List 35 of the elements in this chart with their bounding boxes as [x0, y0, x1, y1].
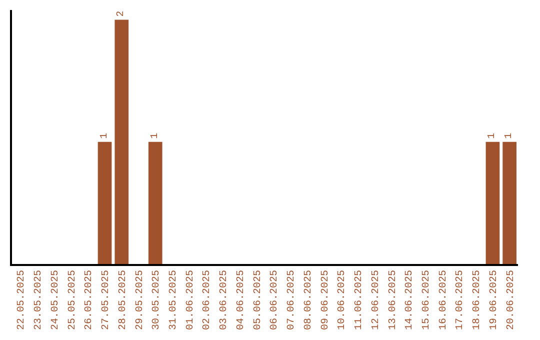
data-label: 1	[150, 132, 161, 139]
x-tick-label: 29.05.2025	[134, 270, 146, 330]
x-tick-label: 27.05.2025	[101, 270, 112, 330]
x-tick-label: 24.05.2025	[50, 270, 62, 330]
x-tick-label: 16.06.2025	[438, 270, 450, 330]
x-tick-label: 22.05.2025	[16, 270, 28, 330]
x-tick-label: 09.06.2025	[320, 270, 332, 330]
x-tick-label: 10.06.2025	[337, 270, 348, 330]
x-tick-label: 28.05.2025	[118, 270, 129, 330]
x-tick-label: 11.06.2025	[354, 270, 366, 330]
data-label: 2	[116, 10, 128, 17]
x-tick-label: 25.05.2025	[67, 270, 78, 330]
x-tick-label: 13.06.2025	[388, 270, 399, 330]
x-tick-label: 04.06.2025	[236, 270, 247, 330]
data-label: 1	[487, 132, 498, 139]
x-tick-label: 31.05.2025	[168, 270, 180, 330]
x-tick-label: 18.06.2025	[472, 270, 484, 330]
x-tick-label: 26.05.2025	[84, 270, 96, 330]
x-tick-label: 01.06.2025	[185, 270, 196, 330]
x-tick-label: 19.06.2025	[488, 270, 500, 330]
x-tick-label: 20.06.2025	[506, 270, 517, 330]
x-tick-label: 30.05.2025	[152, 270, 163, 330]
x-tick-label: 06.06.2025	[270, 270, 281, 330]
x-tick-label: 14.06.2025	[404, 270, 416, 330]
x-tick-label: 05.06.2025	[252, 270, 264, 330]
x-tick-label: 07.06.2025	[286, 270, 298, 330]
x-tick-label: 17.06.2025	[455, 270, 466, 330]
x-tick-label: 12.06.2025	[370, 270, 382, 330]
data-label: 1	[99, 132, 110, 139]
x-tick-label: 23.05.2025	[34, 270, 45, 330]
data-label: 1	[504, 132, 516, 139]
x-tick-label: 15.06.2025	[421, 270, 432, 330]
x-tick-label: 03.06.2025	[219, 270, 230, 330]
x-tick-label: 02.06.2025	[202, 270, 214, 330]
x-tick-label: 08.06.2025	[303, 270, 314, 330]
